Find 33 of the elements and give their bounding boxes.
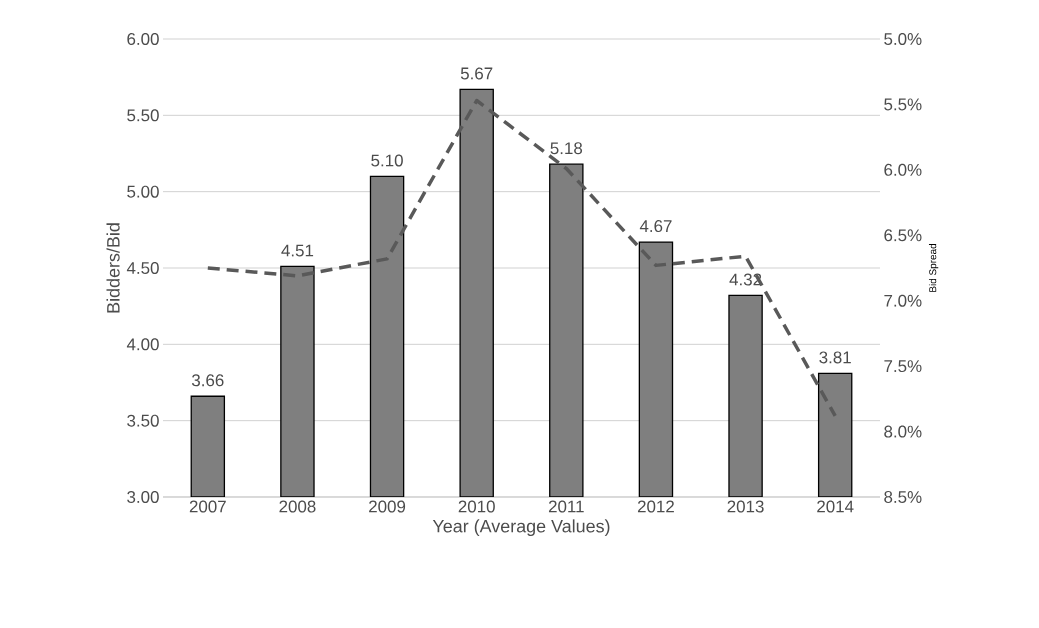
y-tick-label: 6.00 [127, 33, 159, 45]
y2-tick-label: 8.5% [884, 491, 922, 504]
x-tick-label: 2014 [817, 500, 854, 513]
data-label: 3.81 [819, 351, 851, 364]
y-tick-label: 5.00 [127, 185, 159, 198]
data-label: 4.51 [281, 244, 314, 257]
y2-tick-label: 6.5% [884, 229, 922, 242]
y2-tick-label: 6.0% [884, 163, 922, 176]
y2-tick-label: 7.5% [884, 360, 922, 373]
data-label: 3.66 [191, 374, 224, 387]
y2-tick-label: 8.0% [884, 425, 922, 438]
y-tick-label: 4.00 [126, 338, 159, 351]
y-tick-label: 3.00 [127, 491, 159, 503]
x-tick-label: 2011 [548, 500, 584, 513]
x-tick-label: 2008 [279, 500, 316, 513]
y2-tick-label: 7.0% [884, 294, 922, 307]
data-label: 5.10 [371, 154, 403, 167]
y-axis-title: Bidders/Bid [106, 223, 120, 313]
data-label: 5.18 [550, 142, 583, 155]
y-tick-label: 5.50 [127, 109, 159, 122]
y2-axis-title: Bid Spread [928, 244, 939, 292]
y-tick-label: 3.50 [127, 414, 159, 427]
y2-tick-label: 5.5% [884, 98, 922, 111]
x-tick-label: 2012 [637, 500, 674, 513]
data-label: 4.67 [639, 220, 672, 233]
x-tick-label: 2013 [727, 500, 764, 513]
x-axis-title: Year (Average Values) [432, 519, 610, 537]
x-tick-label: 2009 [369, 500, 406, 513]
y2-tick-label: 5.0% [884, 33, 922, 45]
x-tick-label: 2007 [189, 500, 226, 513]
x-tick-label: 2010 [458, 500, 495, 513]
data-label: 5.67 [460, 67, 493, 80]
y-tick-label: 4.50 [126, 262, 159, 274]
